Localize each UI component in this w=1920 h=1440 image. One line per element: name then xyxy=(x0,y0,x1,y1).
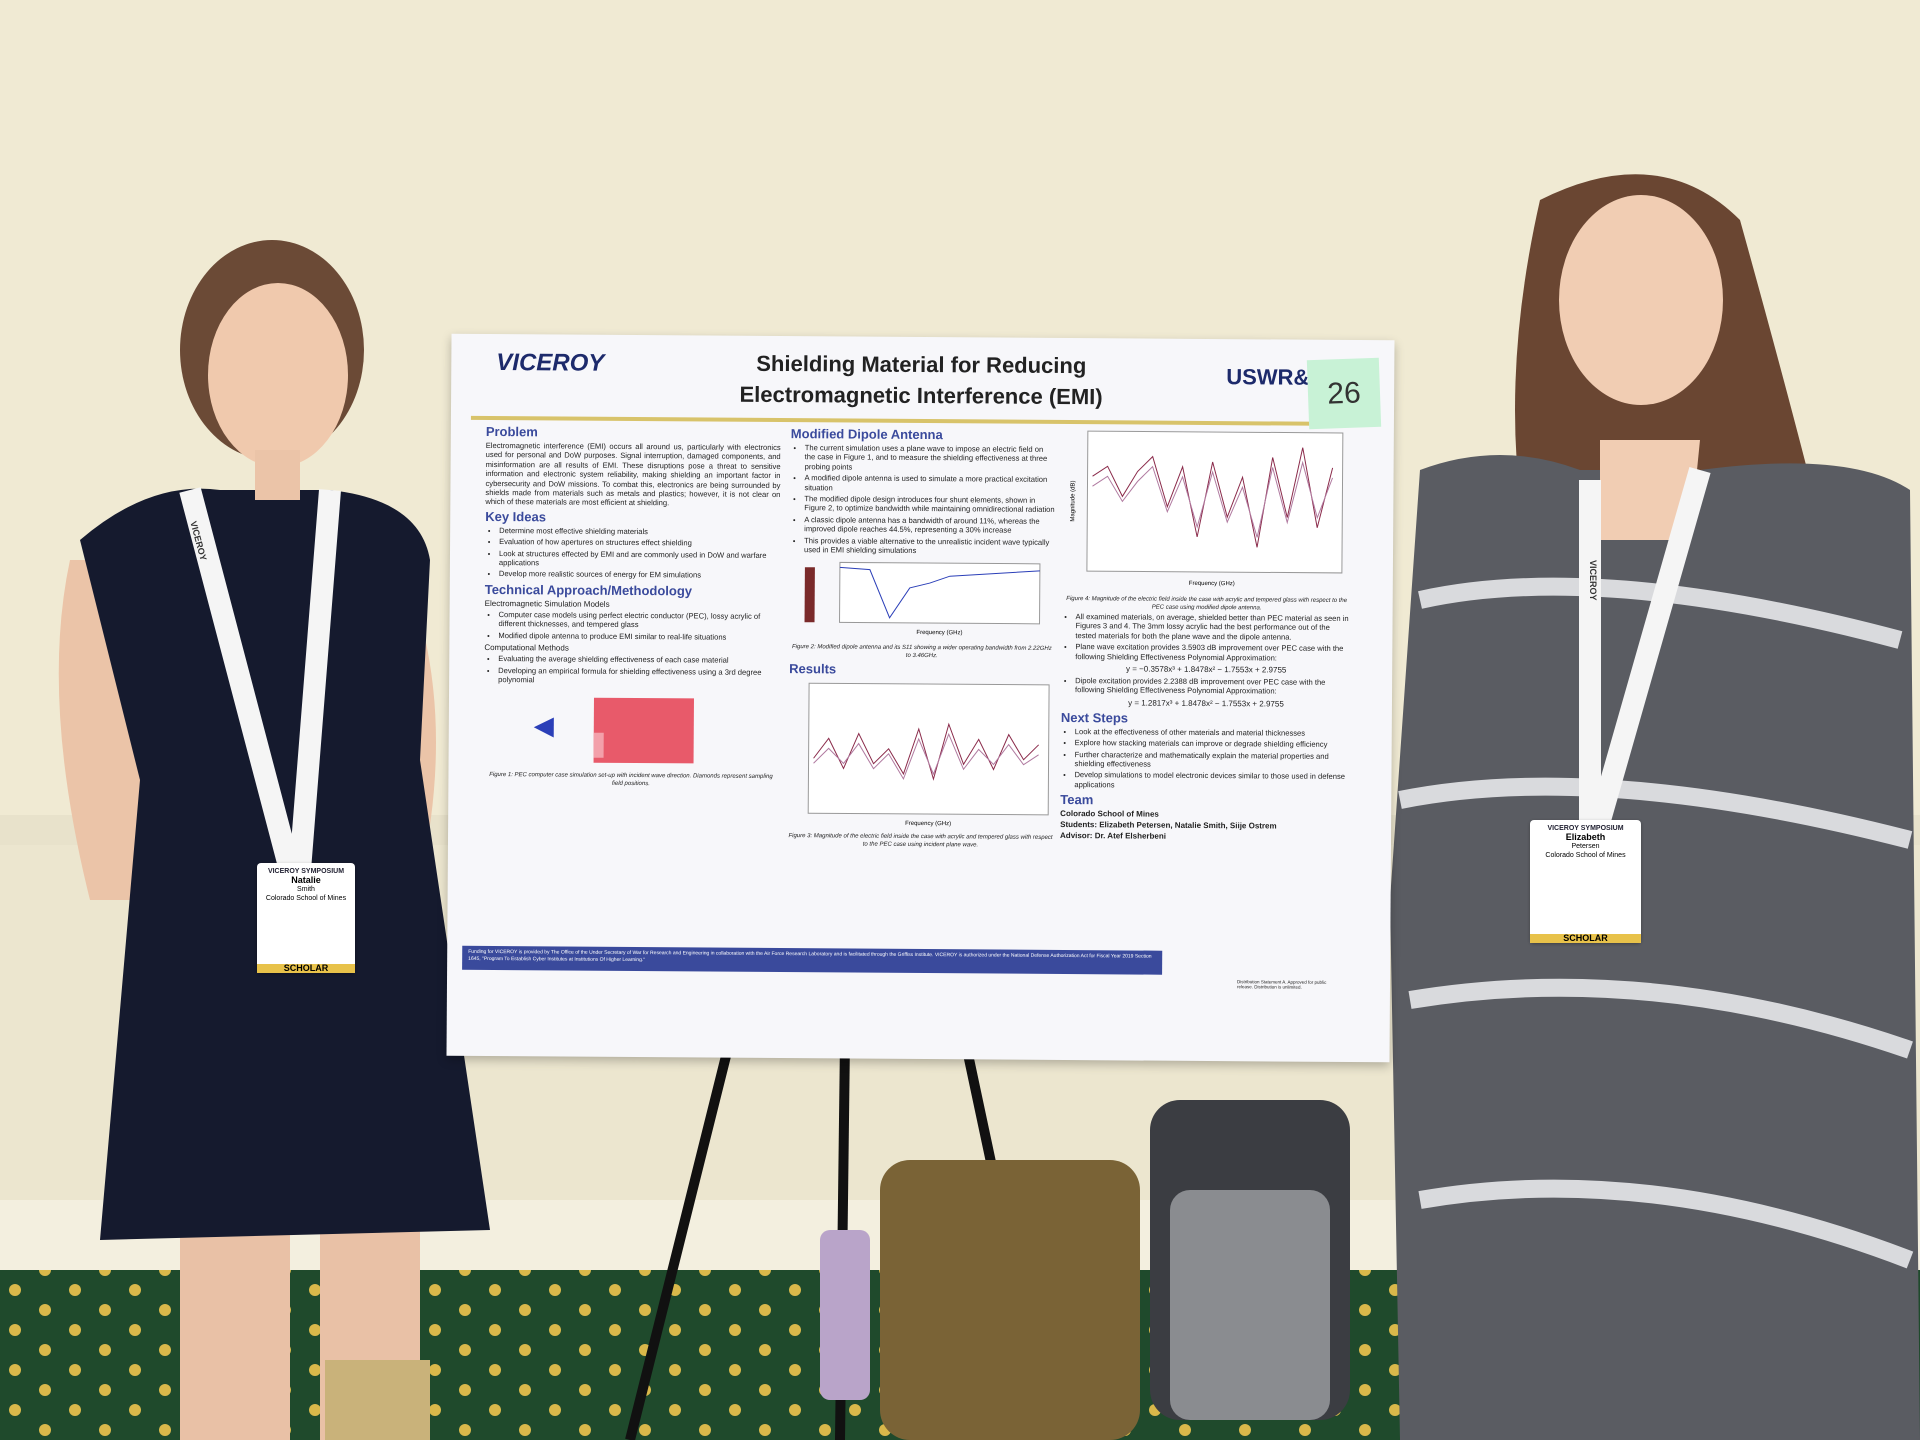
team-school: Colorado School of Mines xyxy=(1060,809,1159,819)
list: Evaluating the average shielding effecti… xyxy=(484,654,779,686)
list-item: Modified dipole antenna to produce EMI s… xyxy=(498,631,779,642)
heading: Modified Dipole Antenna xyxy=(790,426,943,443)
heading: Team xyxy=(1060,792,1094,808)
sticky-note: 26 xyxy=(1306,357,1382,430)
figure-caption: Figure 3: Magnitude of the electric fiel… xyxy=(788,833,1053,849)
list-item: Evaluation of how apertures on structure… xyxy=(499,537,780,548)
list-item: A classic dipole antenna has a bandwidth… xyxy=(804,515,1055,536)
list-item: The current simulation uses a plane wave… xyxy=(805,443,1056,473)
list-item: A modified dipole antenna is used to sim… xyxy=(804,473,1055,494)
list-item: Plane wave excitation provides 3.5903 dB… xyxy=(1075,642,1351,663)
badge-last-name: Smith xyxy=(297,886,315,893)
badge: VICEROY SYMPOSIUM Elizabeth Petersen Col… xyxy=(1530,820,1641,943)
figure-caption: Figure 4: Magnitude of the electric fiel… xyxy=(1066,596,1348,611)
list-item: All examined materials, on average, shie… xyxy=(1075,612,1351,642)
list-item: Look at the effectiveness of other mater… xyxy=(1075,727,1351,738)
heading: Key Ideas xyxy=(485,508,547,525)
list-item: Dipole excitation provides 2.2388 dB imp… xyxy=(1075,676,1351,697)
figure-4: Frequency (GHz) Magnitude (dB) xyxy=(1070,430,1344,587)
list-item: Further characterize and mathematically … xyxy=(1075,750,1351,771)
list: Dipole excitation provides 2.2388 dB imp… xyxy=(1061,676,1351,697)
list-item: Develop simulations to model electronic … xyxy=(1074,771,1350,792)
poster-title: Shielding Material for Reducing Electrom… xyxy=(739,350,1103,410)
logo-left: VICEROY xyxy=(496,349,605,377)
figure-1 xyxy=(533,698,694,764)
badge-first-name: Elizabeth xyxy=(1565,832,1606,842)
list-item: Develop more realistic sources of energy… xyxy=(499,570,780,581)
list: All examined materials, on average, shie… xyxy=(1061,612,1351,663)
figure-caption: Figure 2: Modified dipole antenna and it… xyxy=(791,644,1052,660)
figure-caption: Figure 1: PEC computer case simulation s… xyxy=(489,772,773,787)
list: The current simulation uses a plane wave… xyxy=(790,443,1056,556)
figure-3: Frequency (GHz) xyxy=(807,683,1050,828)
badge-first-name: Natalie xyxy=(291,875,321,885)
heading: Results xyxy=(789,661,837,677)
badge-event: VICEROY SYMPOSIUM xyxy=(267,868,345,875)
axis-label: Frequency (GHz) xyxy=(1189,581,1235,587)
distribution: Distribution Statement A. Approved for p… xyxy=(1236,979,1327,990)
list: Computer case models using perfect elect… xyxy=(484,610,779,642)
column-middle: Modified Dipole Antenna The current simu… xyxy=(788,424,1056,850)
heading: Technical Approach/Methodology xyxy=(484,581,693,599)
list-item: Look at structures effected by EMI and a… xyxy=(499,549,780,570)
equation: y = 1.2817x³ + 1.8478x² − 1.7553x + 2.97… xyxy=(1128,698,1284,709)
list-item: Computer case models using perfect elect… xyxy=(498,610,779,631)
poster: VICEROY Shielding Material for Reducing … xyxy=(446,333,1395,1063)
list-item: Explore how stacking materials can impro… xyxy=(1075,738,1351,749)
team-advisor: Advisor: Dr. Atef Elsherbeni xyxy=(1060,831,1167,841)
paragraph: Electromagnetic interference (EMI) occur… xyxy=(485,440,781,508)
column-left: Problem Electromagnetic interference (EM… xyxy=(483,422,781,789)
list: Look at the effectiveness of other mater… xyxy=(1060,727,1350,791)
column-right: Frequency (GHz) Magnitude (dB) Figure 4:… xyxy=(1060,426,1353,844)
list-item: Evaluating the average shielding effecti… xyxy=(498,654,779,665)
badge-role: SCHOLAR xyxy=(257,964,355,973)
equation: y = −0.3578x³ + 1.8478x² − 1.7553x + 2.9… xyxy=(1126,664,1287,675)
badge: VICEROY SYMPOSIUM Natalie Smith Colorado… xyxy=(257,863,355,973)
list-item: Developing an empirical formula for shie… xyxy=(498,666,779,687)
figure-2: Frequency (GHz) xyxy=(804,562,1041,637)
list: Determine most effective shielding mater… xyxy=(485,526,780,581)
heading: Problem xyxy=(485,423,538,440)
badge-last-name: Petersen xyxy=(1571,843,1600,850)
funding: Funding for VICEROY is provided by The O… xyxy=(462,945,1163,975)
badge-role: SCHOLAR xyxy=(1530,934,1641,943)
team-students: Students: Elizabeth Petersen, Natalie Sm… xyxy=(1060,820,1277,831)
list-item: This provides a viable alternative to th… xyxy=(804,536,1055,557)
axis-label: Frequency (GHz) xyxy=(916,630,962,636)
badge-school: Colorado School of Mines xyxy=(1545,852,1626,859)
axis-label: Frequency (GHz) xyxy=(905,821,951,827)
list-item: The modified dipole design introduces fo… xyxy=(804,494,1055,515)
badge-school: Colorado School of Mines xyxy=(265,895,347,902)
heading: Next Steps xyxy=(1060,709,1129,726)
axis-label: Magnitude (dB) xyxy=(1070,481,1076,522)
subheading: Electromagnetic Simulation Models xyxy=(484,598,610,609)
lanyard-text: VICEROY xyxy=(1588,560,1598,601)
subheading: Computational Methods xyxy=(484,643,569,653)
badge-event: VICEROY SYMPOSIUM xyxy=(1547,825,1624,832)
list-item: Determine most effective shielding mater… xyxy=(499,526,780,537)
